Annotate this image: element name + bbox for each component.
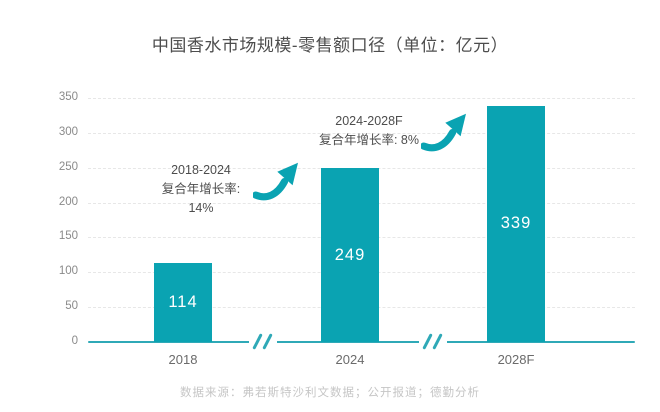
growth-arrow-icon: [253, 162, 298, 201]
annotation-cagr-2018-2024: 2018-2024 复合年增长率: 14%: [148, 161, 308, 215]
axis-break-icon: [249, 333, 277, 351]
source-note: 数据来源：弗若斯特沙利文数据；公开报道；德勤分析: [180, 387, 480, 399]
gridline: [88, 167, 635, 169]
y-axis-tick-label: 350: [58, 91, 78, 103]
axis-break-gap: [419, 339, 447, 346]
y-axis-tick-label: 150: [58, 230, 78, 243]
y-axis-tick-label: 200: [58, 195, 78, 208]
gridline: [88, 98, 635, 99]
annotation-text: 2024-2028F 复合年增长率: 8%: [316, 112, 422, 150]
annotation-period: 2024-2028F: [335, 114, 403, 128]
bar-2028F: 339: [487, 105, 545, 342]
axis-break-icon: [419, 333, 447, 351]
y-axis-tick-label: 300: [58, 125, 78, 138]
x-axis-tick-label: 2028F: [497, 352, 535, 367]
bar-value-label: 339: [500, 214, 532, 233]
bar-2024: 249: [321, 168, 379, 342]
y-axis-tick-label: 250: [58, 160, 78, 173]
x-axis-baseline: [88, 341, 635, 343]
x-axis-tick-label: 2024: [335, 352, 365, 367]
bar-2018: 114: [154, 262, 212, 342]
y-axis-tick-label: 0: [71, 335, 78, 347]
annotation-cagr-2024-2028: 2024-2028F 复合年增长率: 8%: [316, 112, 476, 156]
y-axis-tick-label: 100: [58, 265, 78, 278]
annotation-period: 2018-2024: [171, 163, 231, 177]
x-axis-tick-label: 2018: [168, 352, 198, 367]
annotation-cagr-value: 复合年增长率: 8%: [318, 133, 419, 147]
axis-break-gap: [249, 339, 277, 346]
chart-title: 中国香水市场规模-零售额口径（单位：亿元）: [151, 36, 509, 55]
bar-value-label: 114: [168, 292, 198, 311]
annotation-cagr-value: 复合年增长率: 14%: [161, 182, 241, 215]
annotation-text: 2018-2024 复合年增长率: 14%: [148, 161, 254, 218]
growth-arrow-icon: [421, 113, 466, 152]
bar-value-label: 249: [334, 245, 366, 264]
gridline: [88, 132, 635, 134]
y-axis-tick-label: 50: [65, 300, 78, 313]
